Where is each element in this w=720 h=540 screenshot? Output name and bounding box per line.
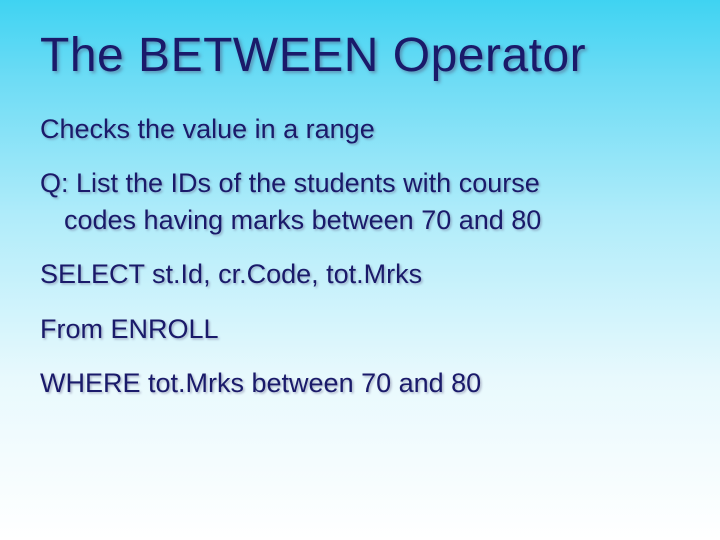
question-line-1: Q: List the IDs of the students with cou… (40, 168, 540, 198)
sql-where-line: WHERE tot.Mrks between 70 and 80 (40, 365, 680, 401)
sql-from-line: From ENROLL (40, 311, 680, 347)
sql-select-line: SELECT st.Id, cr.Code, tot.Mrks (40, 256, 680, 292)
question-block: Q: List the IDs of the students with cou… (40, 165, 680, 238)
slide-container: The BETWEEN Operator Checks the value in… (0, 0, 720, 540)
subtitle-text: Checks the value in a range (40, 111, 680, 147)
question-line-2: codes having marks between 70 and 80 (40, 205, 541, 235)
slide-title: The BETWEEN Operator (40, 28, 680, 83)
